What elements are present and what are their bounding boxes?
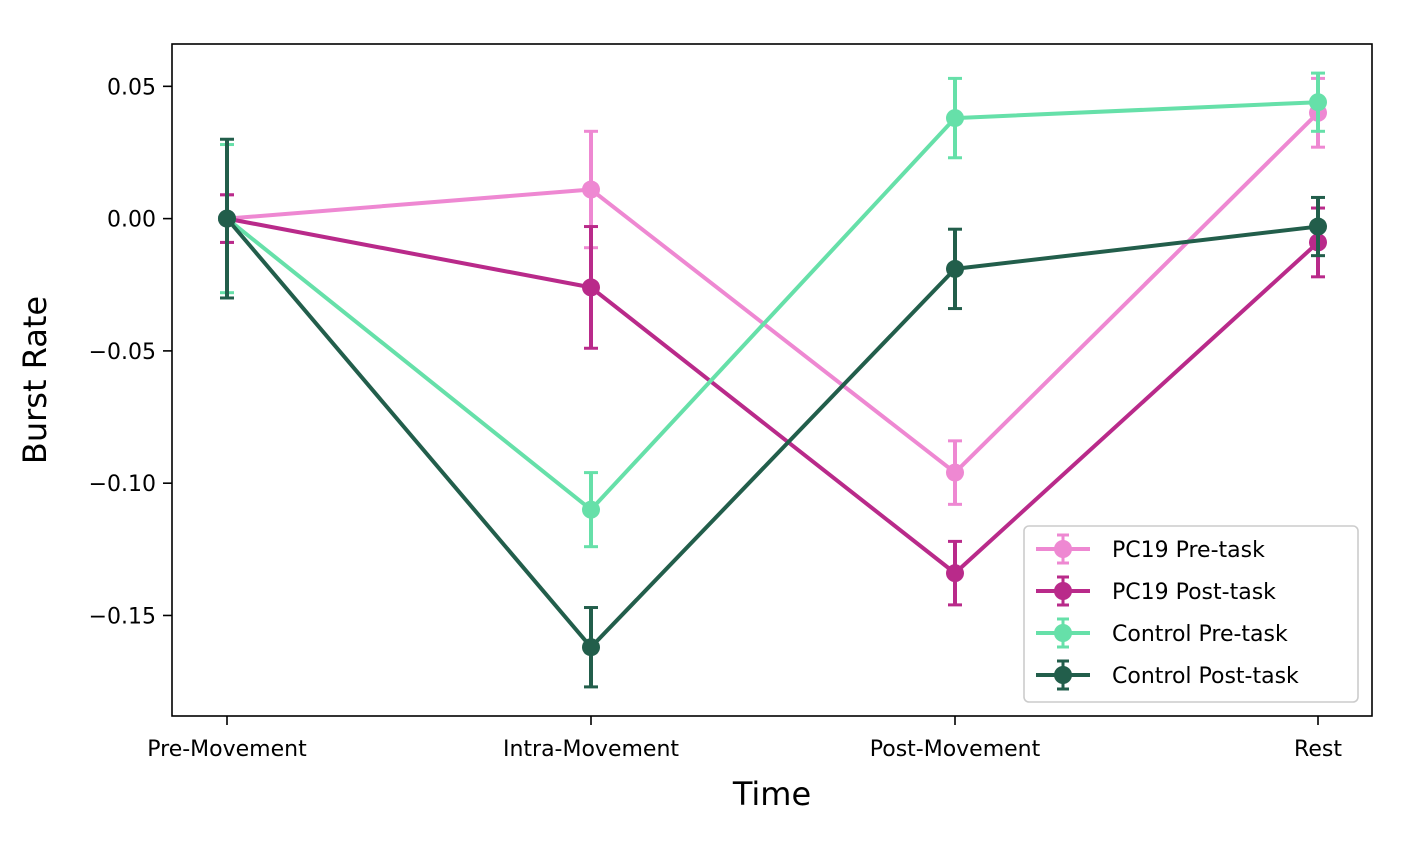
data-point — [218, 209, 236, 228]
legend-marker — [1054, 540, 1072, 558]
legend-label: Control Pre-task — [1112, 622, 1288, 647]
x-tick-label: Intra-Movement — [503, 737, 679, 762]
legend-item: PC19 Post-task — [1036, 575, 1276, 607]
data-point — [946, 463, 964, 482]
series-3 — [218, 137, 1327, 689]
series-line — [226, 216, 1320, 576]
data-point — [582, 500, 600, 519]
series-line — [225, 100, 1319, 512]
data-point — [946, 109, 964, 128]
legend-item: Control Post-task — [1036, 659, 1299, 691]
y-axis-title: Burst Rate — [16, 296, 54, 464]
y-tick-label: −0.15 — [89, 604, 156, 629]
data-point — [582, 278, 600, 297]
plot-frame — [171, 43, 1373, 717]
legend: PC19 Pre-task PC19 Post-task Control Pre-t… — [1023, 525, 1359, 703]
data-point — [946, 564, 964, 583]
legend-item: PC19 Pre-task — [1036, 533, 1265, 565]
x-tick-label: Rest — [1294, 737, 1342, 762]
y-tick-label: −0.05 — [89, 340, 156, 365]
legend-marker — [1054, 624, 1072, 642]
data-point — [1309, 93, 1327, 112]
data-point — [1309, 217, 1327, 236]
series-line — [226, 111, 1320, 475]
legend-label: PC19 Post-task — [1112, 580, 1276, 605]
series-layer — [218, 71, 1327, 689]
x-tick-label: Pre-Movement — [147, 737, 307, 762]
y-tick-label: 0.00 — [107, 208, 156, 233]
legend-box — [1023, 525, 1359, 703]
legend-label: PC19 Pre-task — [1112, 538, 1265, 563]
legend-item: Control Pre-task — [1036, 617, 1288, 649]
series-line — [225, 217, 1319, 650]
y-tick-label: −0.10 — [89, 472, 156, 497]
x-axis-title: Time — [732, 775, 811, 813]
ticks-layer: Pre-Movement Intra-Movement Post-Movement R… — [89, 75, 1343, 762]
data-point — [582, 638, 600, 657]
data-point — [946, 259, 964, 278]
legend-label: Control Post-task — [1112, 664, 1299, 689]
data-point — [582, 180, 600, 199]
y-tick-label: 0.05 — [107, 75, 156, 100]
x-tick-label: Post-Movement — [870, 737, 1041, 762]
legend-marker — [1054, 582, 1072, 600]
legend-marker — [1054, 666, 1072, 684]
